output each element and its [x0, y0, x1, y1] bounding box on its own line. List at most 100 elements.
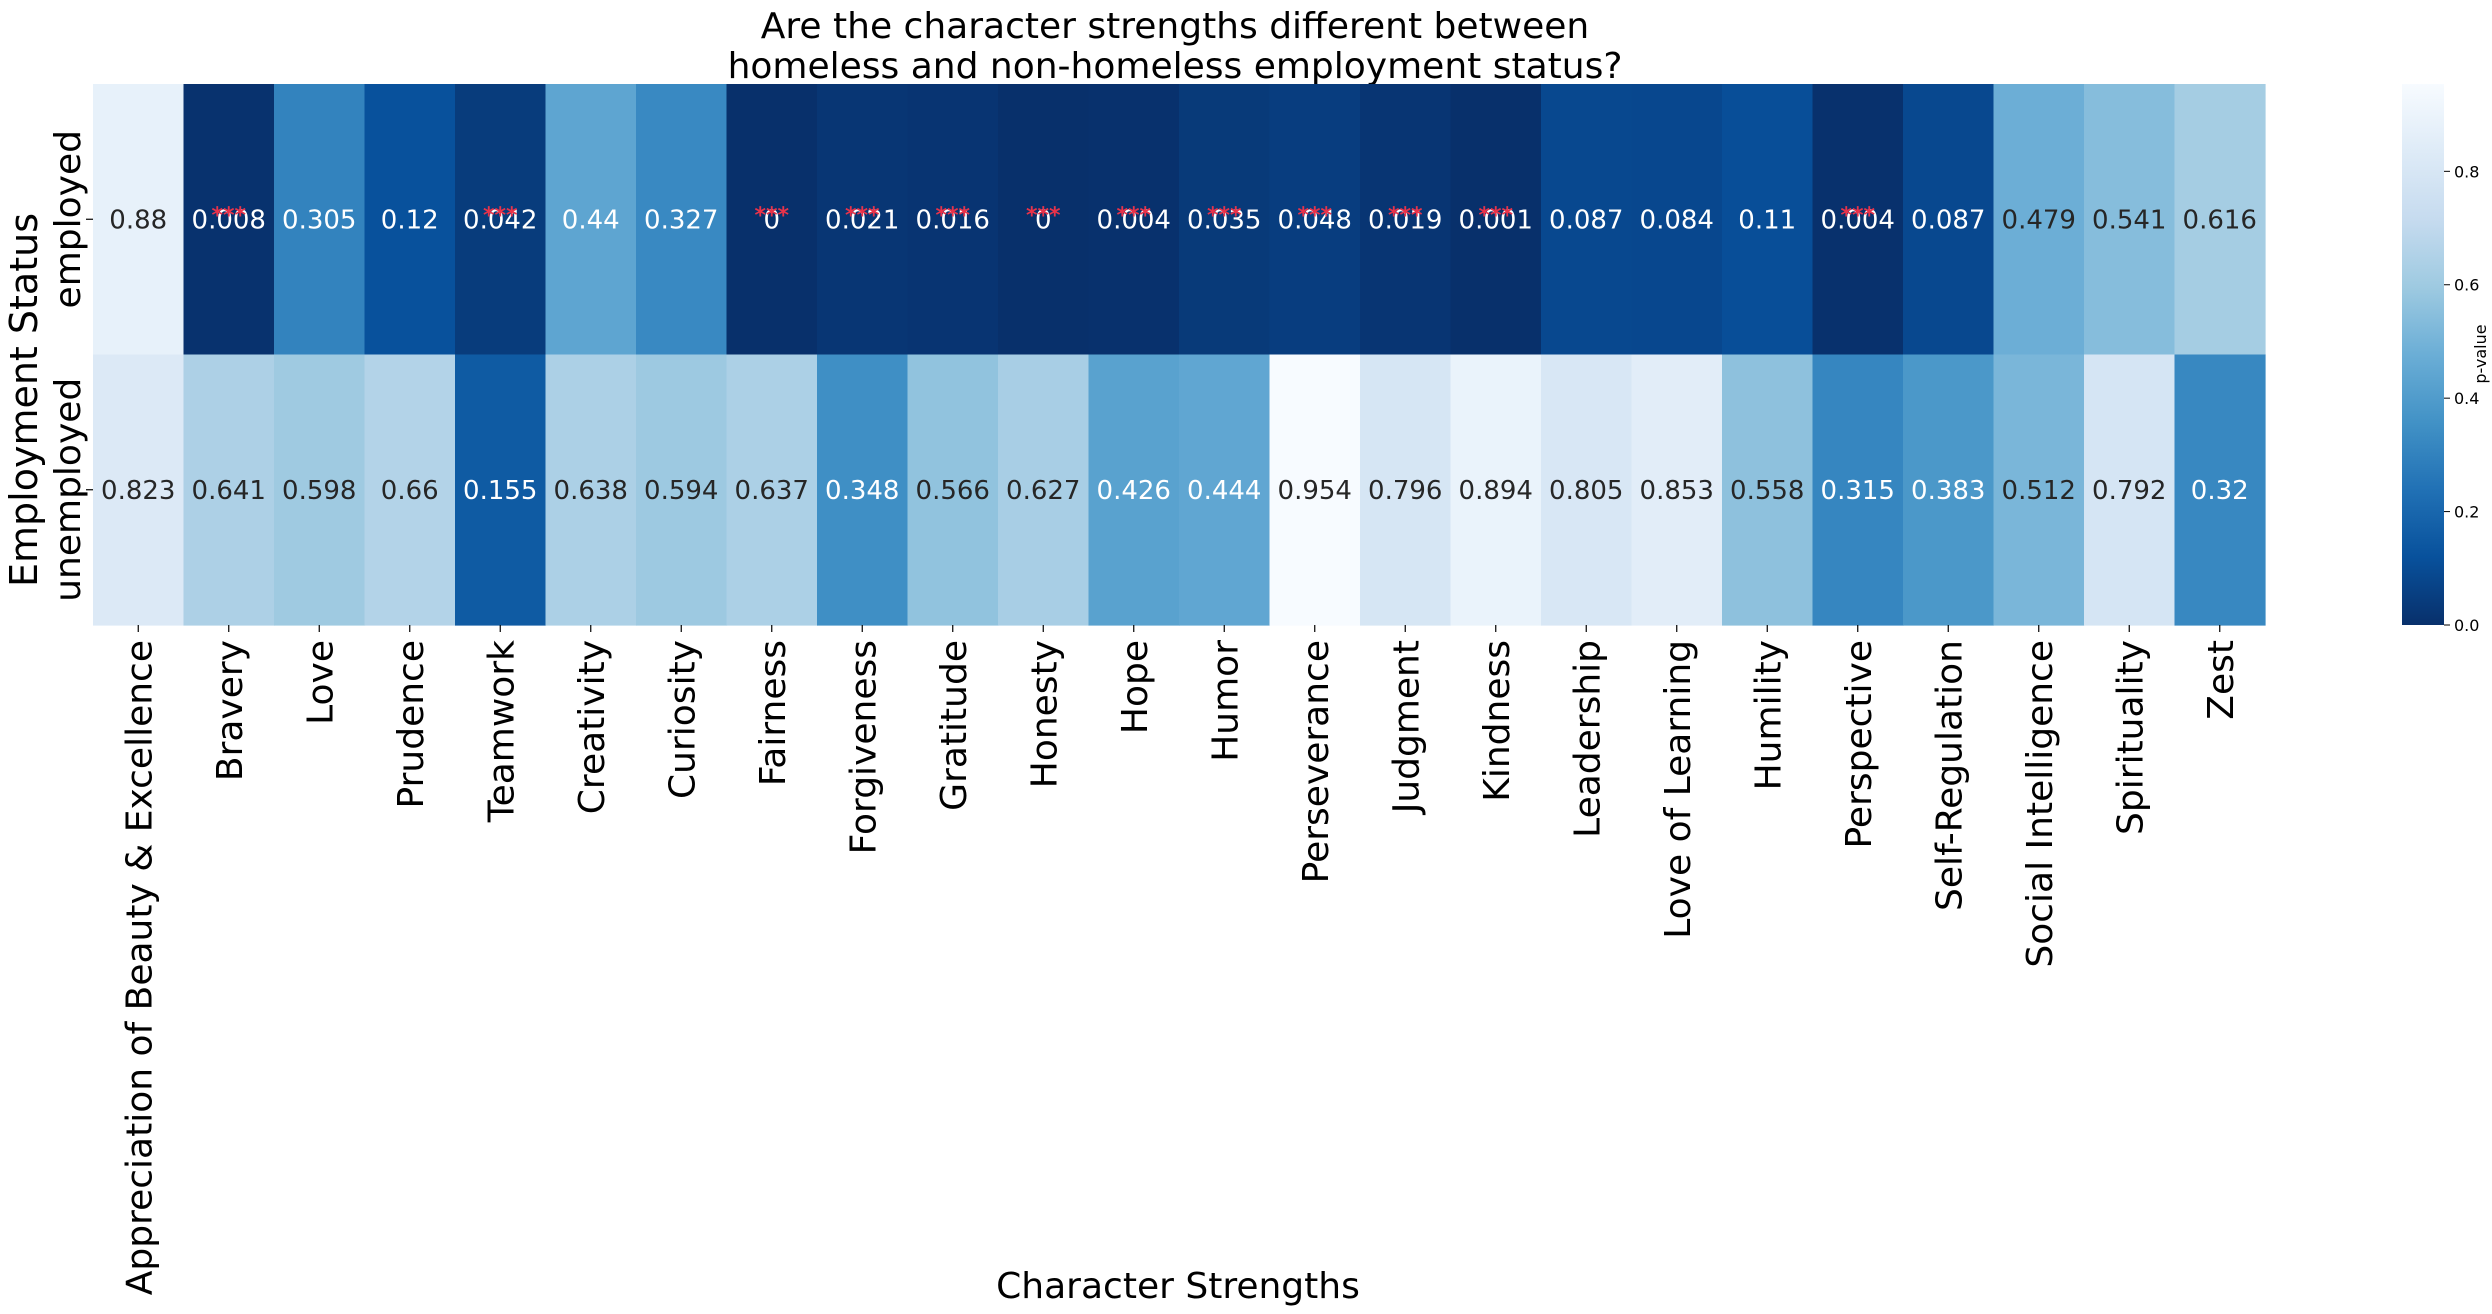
cell-value-label: 0.019	[1368, 205, 1442, 235]
colorbar-tick-label: 0.4	[2454, 389, 2479, 408]
significance-marker: ***	[1297, 203, 1332, 228]
x-axis-label: Character Strengths	[996, 1266, 1360, 1307]
cell-value-label: 0.44	[562, 205, 620, 235]
heatmap-cell	[1179, 354, 1271, 626]
heatmap-cell	[93, 354, 185, 626]
colorbar-ticks: 0.0 0.2 0.4 0.6 0.8	[2444, 162, 2479, 635]
cell-value-label: 0.594	[644, 476, 718, 506]
cell-value-label: 0.823	[101, 476, 175, 506]
cell-value-label: 0.894	[1459, 476, 1533, 506]
cell-value-label: 0.001	[1459, 205, 1533, 235]
x-tick-label: Fairness	[753, 640, 794, 786]
cell-value-label: 0	[763, 205, 780, 235]
cell-value-label: 0.004	[1821, 205, 1895, 235]
heatmap-cell	[817, 84, 909, 356]
cell-value-label: 0.853	[1640, 476, 1714, 506]
significance-marker: ***	[1207, 203, 1242, 228]
cell-value-label: 0.048	[1278, 205, 1352, 235]
x-tick-label: Teamwork	[481, 640, 522, 823]
heatmap-cell	[1812, 84, 1904, 356]
heatmap-cell	[364, 84, 456, 356]
heatmap-cell	[726, 354, 818, 626]
cell-value-label: 0.558	[1730, 476, 1804, 506]
cell-value-label: 0.796	[1368, 476, 1442, 506]
significance-marker: ***	[754, 203, 789, 228]
x-tick-label: Spirituality	[2110, 640, 2151, 835]
x-tick-label: Self-Regulation	[1929, 640, 1970, 911]
x-tick-label: Creativity	[572, 640, 613, 814]
heatmap-cell	[455, 84, 547, 356]
heatmap-cell	[1269, 84, 1361, 356]
heatmap-cell	[636, 354, 728, 626]
cell-value-label: 0.305	[282, 205, 356, 235]
heatmap-cell	[364, 354, 456, 626]
heatmap-cell	[817, 354, 909, 626]
x-tick-label: Zest	[2201, 640, 2242, 720]
heatmap-cell	[93, 84, 185, 356]
heatmap-cell	[1722, 354, 1814, 626]
colorbar	[2402, 84, 2444, 625]
heatmap-cell	[998, 84, 1090, 356]
heatmap-cell	[274, 354, 366, 626]
significance-marker: ***	[1116, 203, 1151, 228]
colorbar-tick-label: 0.2	[2454, 503, 2479, 522]
x-tick-label: Bravery	[210, 640, 251, 781]
cell-value-label: 0.638	[554, 476, 628, 506]
heatmap-cell	[274, 84, 366, 356]
cell-value-label: 0.315	[1821, 476, 1895, 506]
heatmap-cell	[1631, 84, 1723, 356]
heatmap-cell	[1903, 84, 1995, 356]
heatmap-cells: 0.88 0.008*** 0.305 0.12 0.042*** 0.44 0.327 0*…	[93, 84, 2266, 626]
cell-value-label: 0.616	[2183, 205, 2257, 235]
significance-marker: ***	[1478, 203, 1513, 228]
heatmap-cell	[1541, 354, 1633, 626]
x-tick-label: Prudence	[391, 640, 432, 808]
cell-value-label: 0.035	[1187, 205, 1261, 235]
cell-value-label: 0.637	[735, 476, 809, 506]
y-tick-labels: employed unemployed	[48, 130, 93, 602]
cell-value-label: 0.348	[825, 476, 899, 506]
heatmap-cell	[1360, 84, 1452, 356]
significance-marker: ***	[1026, 203, 1061, 228]
x-tick-label: Humility	[1748, 640, 1789, 790]
heatmap-cell	[2084, 84, 2176, 356]
cell-value-label: 0.021	[825, 205, 899, 235]
x-tick-label: Love	[300, 640, 341, 725]
cell-value-label: 0	[1035, 205, 1052, 235]
heatmap-cell	[1179, 84, 1271, 356]
heatmap-cell	[636, 84, 728, 356]
heatmap-cell	[545, 84, 637, 356]
significance-marker: ***	[1840, 203, 1875, 228]
cell-value-label: 0.444	[1187, 476, 1261, 506]
heatmap-cell	[1269, 354, 1361, 626]
heatmap-cell	[1360, 354, 1452, 626]
x-tick-label: Forgiveness	[843, 640, 884, 854]
heatmap-cell	[1450, 354, 1542, 626]
heatmap-cell	[1722, 84, 1814, 356]
colorbar-tick-label: 0.0	[2454, 616, 2479, 635]
cell-value-label: 0.627	[1006, 476, 1080, 506]
significance-marker: ***	[845, 203, 880, 228]
heatmap-cell	[2174, 354, 2266, 626]
x-tick-label: Love of Learning	[1658, 640, 1699, 939]
heatmap-cell	[1088, 354, 1180, 626]
x-tick-label: Perspective	[1839, 640, 1880, 849]
x-tick-label: Leadership	[1567, 640, 1608, 838]
x-tick-label: Judgment	[1386, 640, 1427, 815]
x-tick-label: Perseverance	[1296, 640, 1337, 883]
x-tick-labels: Appreciation of Beauty & Excellence Brave…	[119, 625, 2242, 1295]
heatmap-cell	[2084, 354, 2176, 626]
cell-value-label: 0.566	[916, 476, 990, 506]
cell-value-label: 0.016	[916, 205, 990, 235]
cell-value-label: 0.541	[2092, 205, 2166, 235]
x-tick-label: Kindness	[1477, 640, 1518, 802]
cell-value-label: 0.004	[1097, 205, 1171, 235]
heatmap-cell	[183, 84, 275, 356]
cell-value-label: 0.479	[2002, 205, 2076, 235]
cell-value-label: 0.383	[1911, 476, 1985, 506]
cell-value-label: 0.792	[2092, 476, 2166, 506]
cell-value-label: 0.426	[1097, 476, 1171, 506]
cell-value-label: 0.327	[644, 205, 718, 235]
heatmap-cell	[726, 84, 818, 356]
